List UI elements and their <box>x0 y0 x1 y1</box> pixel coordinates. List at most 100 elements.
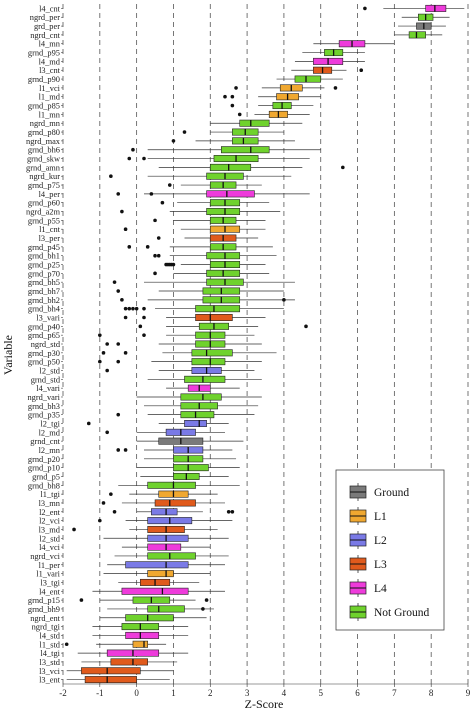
box-ngrd_std <box>105 340 262 348</box>
y-tick-label: grnd_p70 <box>28 269 60 278</box>
y-tick-label: grnd_bh7 <box>28 287 60 296</box>
y-tick-label: ngrd_per <box>30 13 60 22</box>
outlier-point <box>79 598 84 602</box>
box-body <box>206 252 241 260</box>
box-body <box>191 358 226 366</box>
box-body <box>147 570 174 578</box>
legend-item: Not Ground <box>349 603 430 621</box>
y-tick-label: l2_std <box>40 534 61 543</box>
box-l4_mn <box>313 40 395 48</box>
outlier-point <box>142 315 146 320</box>
box-body <box>184 375 226 383</box>
box-l2_mn <box>116 446 233 454</box>
box-ngrd_max <box>171 137 295 145</box>
box-body <box>147 481 196 489</box>
outlier-point <box>237 112 242 117</box>
box-grnd_bh4 <box>123 305 284 313</box>
y-tick-label: ngrd_a2m <box>26 208 60 217</box>
outlier-point <box>304 324 308 329</box>
y-tick-label: grnd_skw <box>27 155 61 164</box>
box-l2_md <box>105 428 225 436</box>
y-tick-label: ngrd_std <box>31 340 61 349</box>
box-body <box>425 4 447 12</box>
y-tick-label: grd_per <box>34 22 60 31</box>
outlier-point <box>145 245 150 249</box>
y-tick-label: l4_tgi <box>40 649 60 658</box>
box-l1_std <box>64 640 167 648</box>
y-tick-label: ngrd_kur <box>29 172 60 181</box>
y-tick-label: grnd_bh4 <box>28 305 61 314</box>
x-tick-label: 8 <box>429 688 434 698</box>
box-body <box>232 137 259 145</box>
y-tick-label: ngrd_mn <box>30 119 61 128</box>
outlier-point <box>156 253 161 258</box>
x-axis-title: Z-Score <box>245 697 284 711</box>
y-tick-label: grnd_p65 <box>28 331 60 340</box>
outlier-point <box>153 271 157 276</box>
y-tick-label: l2_mn <box>39 446 61 455</box>
outlier-point <box>72 527 76 532</box>
y-tick-label: grnd_p50 <box>28 358 60 367</box>
outlier-point <box>230 509 235 514</box>
box-body <box>147 534 189 542</box>
y-tick-label: l1_vari <box>36 570 60 579</box>
box-body <box>221 146 270 154</box>
outlier-point <box>223 94 227 99</box>
box-l2_std <box>103 534 229 542</box>
box-body <box>206 190 255 198</box>
box-l4_vari <box>166 384 240 392</box>
outlier-point <box>123 351 128 355</box>
box-body <box>180 411 215 419</box>
y-tick-label: grnd_p25 <box>28 261 60 270</box>
y-tick-label: l2_ent <box>39 508 61 517</box>
y-tick-label: l4_ent <box>39 587 61 596</box>
box-body <box>147 552 196 560</box>
box-body <box>294 75 322 83</box>
box-ngrd_mn <box>210 119 303 127</box>
y-tick-label: grnd_amn <box>26 163 61 172</box>
y-tick-label: grnd_p10 <box>28 464 60 473</box>
box-ngrd_tgi <box>92 623 189 631</box>
box-ngrd_a2m <box>120 208 281 216</box>
box-l1_mn <box>237 110 310 118</box>
y-tick-label: grnd_p35 <box>28 411 60 420</box>
outlier-point <box>109 174 113 179</box>
box-body <box>209 163 252 171</box>
y-tick-label: grnd_p80 <box>28 128 60 137</box>
outlier-point <box>333 86 338 90</box>
x-tick-label: 4 <box>282 688 287 698</box>
outlier-point <box>123 448 128 452</box>
y-tick-label: grnd_p90 <box>28 75 60 84</box>
box-grnd_p80 <box>182 128 284 136</box>
y-tick-label: l2_std <box>40 366 61 375</box>
x-axis: -2 -1 0 1 2 3 4 5 6 7 8 9 <box>59 683 471 698</box>
box-grnd_p30 <box>101 349 277 357</box>
y-tick-label: l3_std <box>40 658 61 667</box>
outlier-point <box>105 430 109 435</box>
legend-label: L3 <box>374 559 387 571</box>
x-tick-label: 0 <box>134 688 139 698</box>
y-tick-label: grnd_bh6 <box>28 146 60 155</box>
box-grnd_p60 <box>160 199 270 207</box>
outlier-point <box>127 245 132 249</box>
box-l3_tgi <box>118 578 200 586</box>
outlier-point <box>116 359 121 364</box>
outlier-point <box>123 227 128 231</box>
box-grnd_p70 <box>153 269 270 277</box>
box-grnd_p40 <box>138 322 308 330</box>
box-body <box>239 119 270 127</box>
box-grnd_p85 <box>230 102 314 110</box>
legend-label: Ground <box>374 487 409 499</box>
box-body <box>195 305 241 313</box>
box-l3_vari <box>123 314 266 321</box>
outlier-point <box>204 598 209 602</box>
box-l1_vari <box>103 570 211 578</box>
outlier-point <box>359 68 364 73</box>
box-grnd_p55 <box>153 216 266 224</box>
legend-label: Not Ground <box>374 607 430 619</box>
box-grnd_p95 <box>302 49 365 57</box>
box-body <box>125 561 189 569</box>
outlier-point <box>171 262 176 267</box>
box-l1_vci <box>234 84 338 92</box>
